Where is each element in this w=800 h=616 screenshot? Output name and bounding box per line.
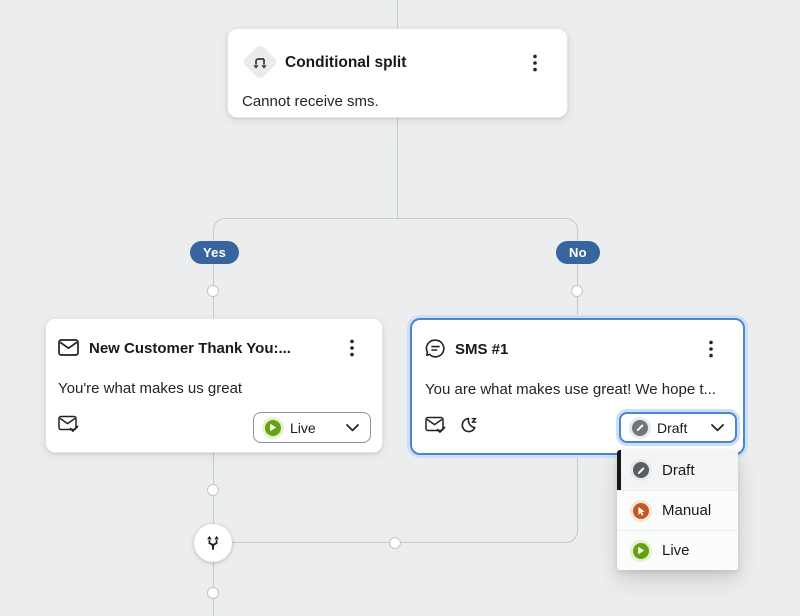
sms-status-dropdown[interactable]: Draft: [619, 412, 737, 443]
sms-card-title: SMS #1: [455, 341, 509, 358]
sms-card-message: You are what makes use great! We hope t.…: [425, 381, 717, 398]
conditional-split-card[interactable]: Conditional split Cannot receive sms.: [227, 28, 568, 118]
status-option-label: Live: [662, 542, 690, 559]
status-option-live[interactable]: Live: [617, 530, 738, 570]
connector-node: [571, 285, 583, 297]
smart-sending-icon: [425, 416, 446, 433]
connector-node: [207, 285, 219, 297]
live-play-icon: [633, 542, 649, 559]
kebab-menu-icon: [350, 339, 354, 357]
connector-split-drop: [396, 118, 398, 218]
live-play-icon: [265, 419, 281, 436]
connector-branch: [212, 218, 578, 318]
chevron-down-icon: [711, 423, 724, 431]
status-option-manual[interactable]: Manual: [617, 490, 738, 530]
conditional-split-description: Cannot receive sms.: [242, 93, 379, 110]
status-option-draft[interactable]: Draft: [617, 450, 738, 490]
sms-icon: [425, 338, 446, 359]
conditional-split-menu-button[interactable]: [525, 50, 545, 76]
connector-node: [207, 587, 219, 599]
selected-indicator-bar: [617, 450, 621, 490]
chevron-down-icon: [346, 423, 359, 431]
status-option-label: Manual: [662, 502, 712, 519]
sms-card-menu-button[interactable]: [701, 336, 721, 362]
sms-status-label: Draft: [657, 419, 688, 436]
connector-top: [396, 0, 398, 28]
status-dropdown-menu: Draft Manual Live: [617, 450, 738, 570]
draft-pencil-icon: [633, 462, 649, 478]
branch-yes-badge: Yes: [190, 241, 240, 264]
conditional-split-title: Conditional split: [285, 54, 407, 71]
quiet-hours-icon: [461, 417, 477, 433]
connector-node: [207, 484, 219, 496]
kebab-menu-icon: [533, 54, 537, 72]
status-option-label: Draft: [662, 461, 695, 479]
connector-merge: [213, 455, 578, 543]
merge-paths-icon: [207, 535, 219, 550]
merge-paths-node: [194, 524, 232, 562]
email-card-subject: You're what makes us great: [58, 380, 243, 397]
sms-card[interactable]: SMS #1 You are what makes use great! We …: [410, 318, 745, 455]
email-status-dropdown[interactable]: Live: [253, 412, 371, 443]
kebab-menu-icon: [709, 340, 713, 358]
email-status-label: Live: [290, 419, 316, 436]
email-icon: [58, 339, 79, 356]
manual-cursor-icon: [633, 502, 649, 519]
conditional-split-icon: [241, 43, 279, 81]
smart-sending-icon: [58, 415, 79, 432]
branch-no-badge: No: [556, 241, 600, 264]
email-card-menu-button[interactable]: [342, 335, 362, 361]
email-card[interactable]: New Customer Thank You:... You're what m…: [45, 318, 383, 453]
draft-pencil-icon: [632, 419, 648, 436]
connector-node: [389, 537, 401, 549]
email-card-title: New Customer Thank You:...: [89, 340, 291, 357]
